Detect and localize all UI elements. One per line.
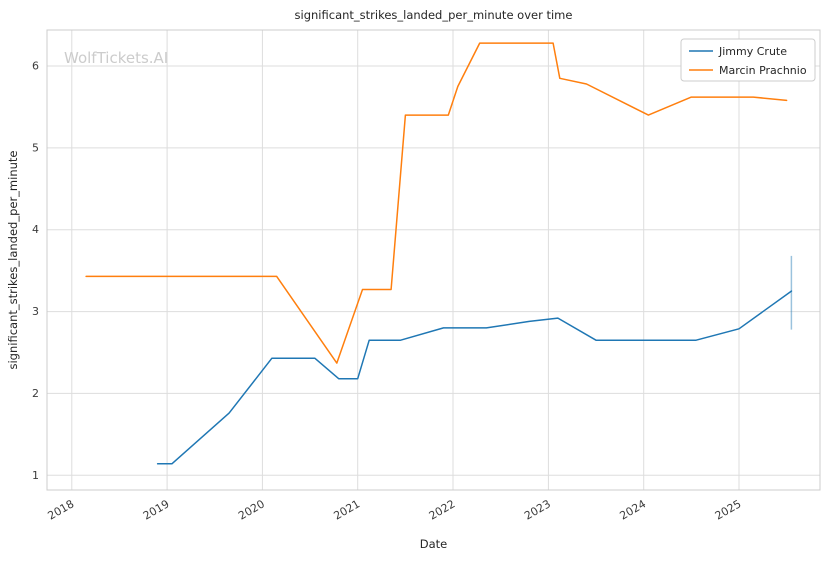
y-tick-label: 1 (32, 469, 39, 482)
x-tick-label: 2019 (141, 497, 172, 522)
legend: Jimmy Crute Marcin Prachnio (680, 38, 816, 82)
legend-group: Jimmy Crute Marcin Prachnio (680, 38, 816, 82)
legend-label: Jimmy Crute (718, 45, 787, 58)
y-tick-label: 4 (32, 223, 39, 236)
x-axis-label: Date (420, 537, 448, 551)
x-tick-label: 2018 (46, 497, 77, 522)
y-tick-label: 6 (32, 60, 39, 73)
y-tick-label: 5 (32, 141, 39, 154)
x-tick-label: 2025 (713, 497, 744, 522)
chart-title: significant_strikes_landed_per_minute ov… (295, 8, 573, 22)
watermark: WolfTickets.AI (64, 49, 168, 67)
x-tick-label: 2020 (236, 497, 267, 522)
x-tick-label: 2022 (427, 497, 458, 522)
x-tick-label: 2023 (522, 497, 553, 522)
legend-box (680, 38, 816, 82)
y-axis-label: significant_strikes_landed_per_minute (6, 151, 20, 370)
plot-area: 1 2 3 4 5 6 2018 2019 2020 2021 2022 2023 2024 2025 (32, 29, 821, 523)
series-line-jimmy-crute (156, 290, 793, 465)
plot-border (46, 29, 821, 491)
legend-label: Marcin Prachnio (719, 64, 807, 77)
x-tick-label: 2021 (331, 497, 362, 522)
y-tick-label: 2 (32, 387, 39, 400)
y-tick-label: 3 (32, 305, 39, 318)
series-line-marcin-prachnio (85, 42, 788, 364)
x-tick-label: 2024 (617, 497, 648, 522)
